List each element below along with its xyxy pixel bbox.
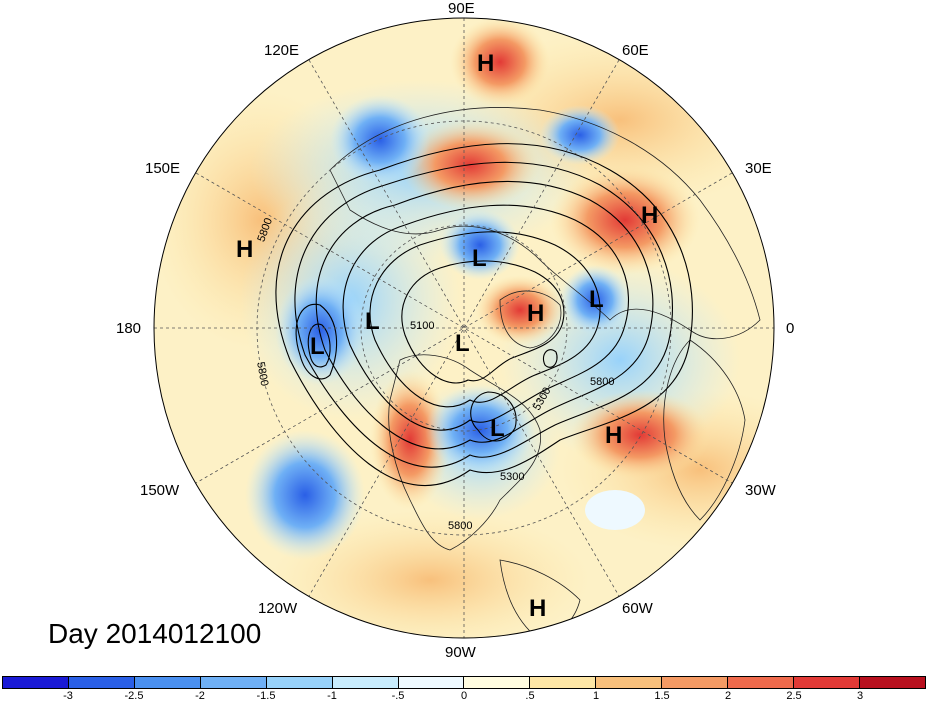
colorbar-segment [596, 677, 663, 688]
colorbar-tick-label: 3 [856, 690, 864, 702]
colorbar-segment [662, 677, 729, 688]
colorbar-tick-label: 0 [460, 690, 468, 702]
colorbar-tick-label: -3 [63, 690, 73, 702]
low-center: L [589, 286, 604, 313]
low-center: L [365, 308, 380, 335]
anomaly-field [154, 18, 774, 638]
colorbar-segment [728, 677, 795, 688]
low-center: L [310, 333, 325, 360]
contour-label: 5100 [410, 320, 435, 332]
colorbar-tick-label: -1.5 [256, 690, 276, 702]
lon-label-90w: 90W [445, 644, 476, 661]
low-center: L [490, 415, 505, 442]
lon-label-30e: 30E [745, 160, 772, 177]
colorbar-segment [266, 677, 333, 688]
colorbar-segment [464, 677, 531, 688]
colorbar-tick-label: .5 [525, 690, 535, 702]
colorbar-segment [530, 677, 597, 688]
lon-label-150w: 150W [140, 482, 180, 499]
north-america-coast [388, 354, 542, 551]
africa-coast [663, 339, 746, 521]
colorbar-segment [134, 677, 201, 688]
colorbar-segment [3, 677, 69, 688]
lon-label-60e: 60E [622, 42, 649, 59]
colorbar-tick-label: 1 [592, 690, 600, 702]
low-center: L [455, 330, 470, 357]
colorbar-tick-label: 1.5 [654, 690, 670, 702]
date-title: Day 2014012100 [48, 618, 262, 649]
lon-label-90e: 90E [448, 0, 475, 17]
high-center: H [236, 236, 254, 263]
lon-label-150e: 150E [145, 160, 181, 177]
high-center: H [641, 202, 659, 229]
lon-label-60w: 60W [622, 600, 653, 617]
eurasia-coast [329, 107, 761, 340]
lon-label-30w: 30W [745, 482, 776, 499]
colorbar-segment [859, 677, 925, 688]
contour-label: 5800 [448, 520, 473, 532]
greenland-coast [499, 290, 562, 349]
colorbar-segment [398, 677, 465, 688]
colorbar-segment [200, 677, 267, 688]
high-center: H [605, 422, 623, 449]
contour-label: 5800 [590, 376, 615, 388]
contour-label: 5300 [500, 471, 525, 483]
colorbar-segment [332, 677, 399, 688]
high-center: H [529, 595, 547, 622]
low-center: L [472, 245, 487, 272]
lon-label-120e: 120E [264, 42, 300, 59]
colorbar-tick-label: -1 [327, 690, 337, 702]
colorbar-segment [68, 677, 135, 688]
colorbar-tick-label: 2 [724, 690, 732, 702]
lon-label-0: 0 [786, 320, 795, 337]
colorbar-tick-label: -.5 [391, 690, 405, 702]
high-center: H [477, 50, 495, 77]
colorbar-segment [794, 677, 860, 688]
high-center: H [527, 300, 545, 327]
graticule [154, 18, 774, 638]
colorbar [2, 676, 926, 689]
colorbar-tick-label: -2.5 [124, 690, 144, 702]
lon-label-180: 180 [116, 320, 142, 337]
map-border [153, 17, 775, 639]
colorbar-tick-label: 2.5 [786, 690, 802, 702]
colorbar-tick-label: -2 [195, 690, 205, 702]
lon-label-120w: 120W [258, 600, 298, 617]
